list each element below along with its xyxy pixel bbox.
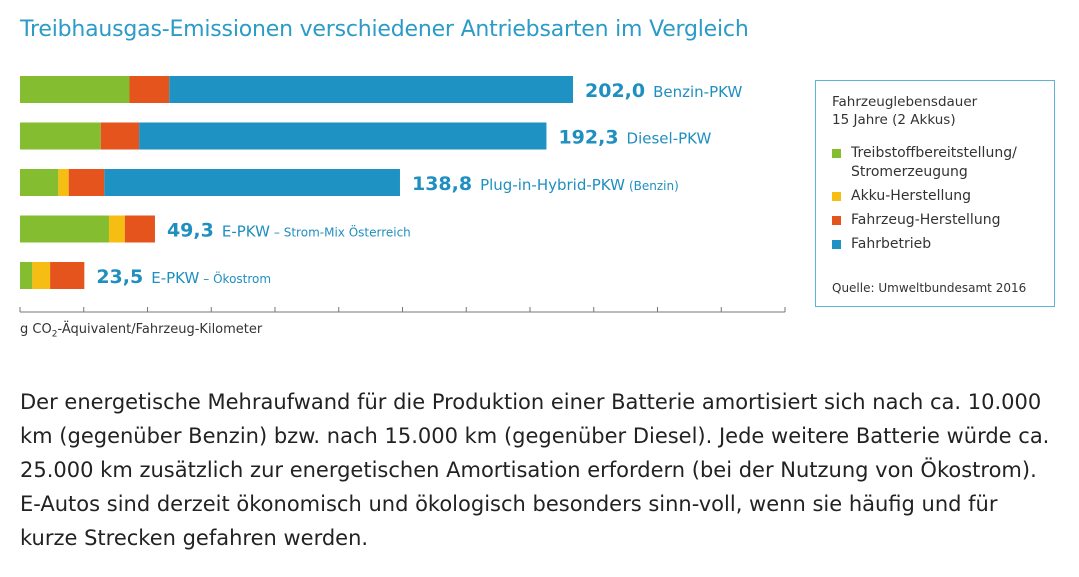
category-sublabel: (Benzin) (629, 179, 679, 193)
legend-swatch (832, 216, 841, 225)
bar-segment (108, 215, 125, 243)
chart-title: Treibhausgas-Emissionen verschiedener An… (20, 17, 749, 42)
category-sublabel: – Strom-Mix Österreich (274, 224, 411, 240)
bar-segment (100, 122, 140, 150)
bar-segment (50, 262, 85, 289)
bar-label: 138,8 Plug-in-Hybrid-PKW (Benzin) (412, 173, 679, 195)
legend-item: Fahrzeug-Herstellung (832, 211, 1054, 230)
legend: Fahrzeuglebensdauer 15 Jahre (2 Akkus) T… (815, 80, 1055, 307)
bar-segment (20, 262, 33, 289)
legend-swatch (832, 240, 841, 249)
bar-segment (68, 169, 105, 196)
category-label: Plug-in-Hybrid-PKW (480, 176, 625, 194)
legend-label: Fahrbetrieb (851, 236, 932, 252)
category-label: Benzin-PKW (653, 83, 742, 101)
legend-item: Akku-Herstellung (832, 187, 1054, 206)
bar-segment (169, 76, 573, 103)
category-label: E-PKW (222, 223, 270, 241)
bar-segment (129, 76, 170, 103)
source-note: Quelle: Umweltbundesamt 2016 (832, 281, 1027, 295)
bar-segment (139, 122, 547, 150)
value-label: 202,0 (585, 80, 645, 102)
bar-segment (32, 262, 51, 289)
category-label: Diesel-PKW (627, 130, 712, 148)
legend-label: Akku-Herstellung (851, 188, 971, 204)
legend-item: Treibstoffbereitstellung/Stromerzeugung (832, 144, 1054, 182)
x-axis-label: g CO2-Äquivalent/Fahrzeug-Kilometer (20, 322, 263, 340)
legend-swatch (832, 149, 841, 158)
bar-segment (20, 215, 109, 243)
bar-segment (124, 215, 155, 243)
bar-segment (104, 169, 400, 196)
bar-label: 23,5 E-PKW – Ökostrom (96, 266, 271, 288)
bar-label: 49,3 E-PKW – Strom-Mix Österreich (167, 220, 411, 242)
bar-segment (20, 169, 59, 196)
value-label: 23,5 (96, 266, 143, 288)
body-paragraph: Der energetische Mehraufwand für die Pro… (20, 390, 1050, 550)
bar-label: 192,3 Diesel-PKW (558, 127, 711, 149)
value-label: 49,3 (167, 220, 214, 242)
legend-label: Treibstoffbereitstellung/Stromerzeugung (851, 145, 1017, 180)
legend-label: Fahrzeug-Herstellung (851, 212, 1001, 228)
legend-heading: Fahrzeuglebensdauer 15 Jahre (2 Akkus) (832, 94, 978, 128)
bar-label: 202,0 Benzin-PKW (585, 80, 742, 102)
bar-segment (20, 76, 130, 103)
bar-segment (20, 122, 101, 150)
bar-segment (58, 169, 69, 196)
bar-chart: 202,0 Benzin-PKW 192,3 Diesel-PKW 138,8 Plug-… (19, 76, 786, 313)
category-label: E-PKW (151, 269, 199, 287)
category-sublabel: – Ökostrom (203, 270, 271, 286)
legend-item: Fahrbetrieb (832, 235, 1054, 254)
legend-swatch (832, 192, 841, 201)
value-label: 138,8 (412, 173, 472, 195)
value-label: 192,3 (558, 127, 618, 149)
legend-items: Treibstoffbereitstellung/Stromerzeugung A… (832, 144, 1054, 254)
